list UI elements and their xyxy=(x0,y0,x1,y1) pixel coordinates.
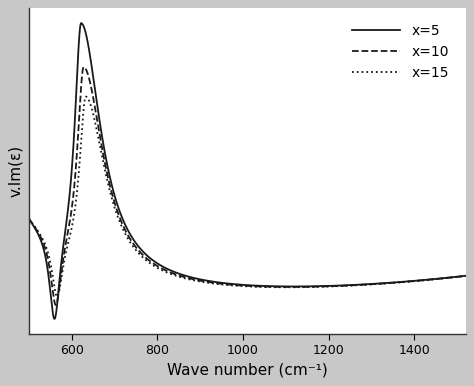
x=15 xyxy=(54,294,60,299)
Line: x=5: x=5 xyxy=(29,23,465,319)
x=5 xyxy=(52,317,57,321)
x=10 xyxy=(81,65,87,69)
x=5 xyxy=(227,281,233,286)
x=10 xyxy=(370,282,376,286)
x=10 xyxy=(450,275,456,279)
x=10 xyxy=(463,274,468,278)
x=15 xyxy=(83,94,89,99)
Line: x=10: x=10 xyxy=(29,67,465,305)
x=5 xyxy=(78,21,84,25)
x=15 xyxy=(450,275,456,280)
x=15 xyxy=(463,274,468,278)
x=15 xyxy=(451,275,456,280)
x=10 xyxy=(53,303,59,307)
x=10 xyxy=(451,275,456,279)
x=15 xyxy=(227,283,233,288)
x=5 xyxy=(239,283,245,287)
x=10 xyxy=(48,277,54,282)
x=5 xyxy=(370,281,376,286)
X-axis label: Wave number (cm⁻¹): Wave number (cm⁻¹) xyxy=(167,363,328,378)
Legend: x=5, x=10, x=15: x=5, x=10, x=15 xyxy=(346,19,455,86)
x=10 xyxy=(239,283,245,288)
x=5 xyxy=(26,217,32,221)
x=15 xyxy=(48,264,54,269)
x=5 xyxy=(450,275,456,279)
x=5 xyxy=(463,273,468,278)
x=10 xyxy=(227,282,233,287)
x=5 xyxy=(451,275,456,279)
x=5 xyxy=(48,297,54,302)
x=10 xyxy=(26,216,32,221)
x=15 xyxy=(370,282,376,287)
Line: x=15: x=15 xyxy=(29,96,465,296)
x=15 xyxy=(239,284,245,288)
x=15 xyxy=(26,216,32,221)
Y-axis label: v.Im(ε): v.Im(ε) xyxy=(9,145,23,197)
